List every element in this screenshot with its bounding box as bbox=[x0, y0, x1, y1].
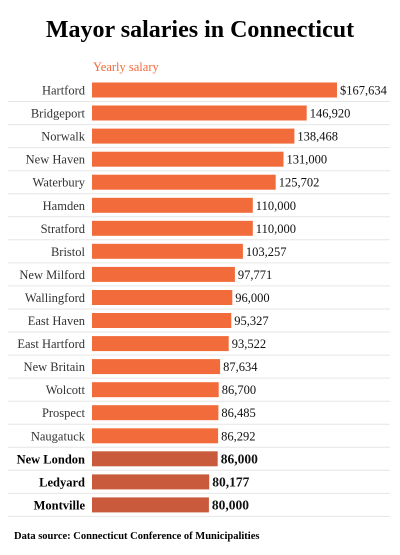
chart-subtitle: Yearly salary bbox=[93, 60, 159, 74]
value-label-new-britain: 87,634 bbox=[223, 360, 258, 374]
value-label-hartford: $167,634 bbox=[340, 84, 388, 98]
bar-new-haven bbox=[92, 151, 284, 167]
bar-stratford bbox=[92, 220, 253, 236]
category-label-ledyard: Ledyard bbox=[39, 475, 85, 489]
value-label-new-london: 86,000 bbox=[221, 451, 258, 466]
category-label-east-hartford: East Hartford bbox=[17, 337, 85, 351]
value-label-new-milford: 97,771 bbox=[238, 268, 272, 282]
category-label-wolcott: Wolcott bbox=[46, 383, 86, 397]
bar-wallingford bbox=[92, 290, 233, 305]
bar-wolcott bbox=[92, 382, 219, 398]
bar-east-haven bbox=[92, 313, 232, 328]
bar-bridgeport bbox=[92, 105, 307, 121]
category-label-new-milford: New Milford bbox=[19, 268, 85, 282]
bar-chart: Hartford $167,634 Bridgeport 146,920 Norwalk… bbox=[8, 82, 390, 517]
value-label-bristol: 103,257 bbox=[246, 245, 287, 259]
value-label-naugatuck: 86,292 bbox=[221, 429, 255, 443]
category-label-waterbury: Waterbury bbox=[33, 176, 86, 190]
value-label-stratford: 110,000 bbox=[256, 222, 296, 236]
category-label-bristol: Bristol bbox=[51, 245, 86, 259]
category-label-norwalk: Norwalk bbox=[41, 130, 85, 144]
bar-waterbury bbox=[92, 174, 276, 190]
bar-naugatuck bbox=[92, 428, 219, 444]
value-label-hamden: 110,000 bbox=[256, 199, 296, 213]
value-label-bridgeport: 146,920 bbox=[310, 107, 351, 121]
category-label-new-britain: New Britain bbox=[24, 360, 86, 374]
bar-ledyard bbox=[92, 474, 210, 490]
category-label-stratford: Stratford bbox=[41, 222, 86, 236]
category-label-new-london: New London bbox=[17, 452, 85, 466]
value-label-prospect: 86,485 bbox=[221, 406, 255, 420]
bar-new-london bbox=[92, 451, 218, 467]
category-label-hamden: Hamden bbox=[43, 199, 86, 213]
value-label-montville: 80,000 bbox=[212, 497, 249, 512]
category-label-naugatuck: Naugatuck bbox=[31, 429, 86, 443]
bar-norwalk bbox=[92, 128, 295, 144]
category-label-hartford: Hartford bbox=[42, 84, 86, 98]
bar-hartford bbox=[92, 82, 337, 98]
bar-bristol bbox=[92, 243, 243, 259]
category-label-montville: Montville bbox=[34, 498, 86, 512]
value-label-east-hartford: 93,522 bbox=[232, 337, 266, 351]
chart-title: Mayor salaries in Connecticut bbox=[45, 17, 355, 43]
value-label-norwalk: 138,468 bbox=[297, 130, 338, 144]
value-label-wolcott: 86,700 bbox=[222, 383, 256, 397]
data-source-note: Data source: Connecticut Conference of M… bbox=[14, 531, 260, 542]
bar-east-hartford bbox=[92, 336, 229, 352]
category-label-new-haven: New Haven bbox=[26, 153, 86, 167]
category-label-east-haven: East Haven bbox=[28, 314, 86, 328]
value-label-new-haven: 131,000 bbox=[287, 153, 328, 167]
value-label-ledyard: 80,177 bbox=[212, 474, 249, 489]
bar-new-milford bbox=[92, 266, 235, 282]
category-label-wallingford: Wallingford bbox=[25, 291, 86, 305]
value-label-east-haven: 95,327 bbox=[234, 314, 268, 328]
bar-hamden bbox=[92, 197, 253, 213]
category-label-bridgeport: Bridgeport bbox=[31, 107, 86, 121]
category-label-prospect: Prospect bbox=[42, 406, 86, 420]
bar-new-britain bbox=[92, 359, 221, 375]
bar-prospect bbox=[92, 405, 219, 421]
value-label-wallingford: 96,000 bbox=[235, 291, 269, 305]
value-label-waterbury: 125,702 bbox=[279, 176, 320, 190]
bar-montville bbox=[92, 497, 209, 513]
